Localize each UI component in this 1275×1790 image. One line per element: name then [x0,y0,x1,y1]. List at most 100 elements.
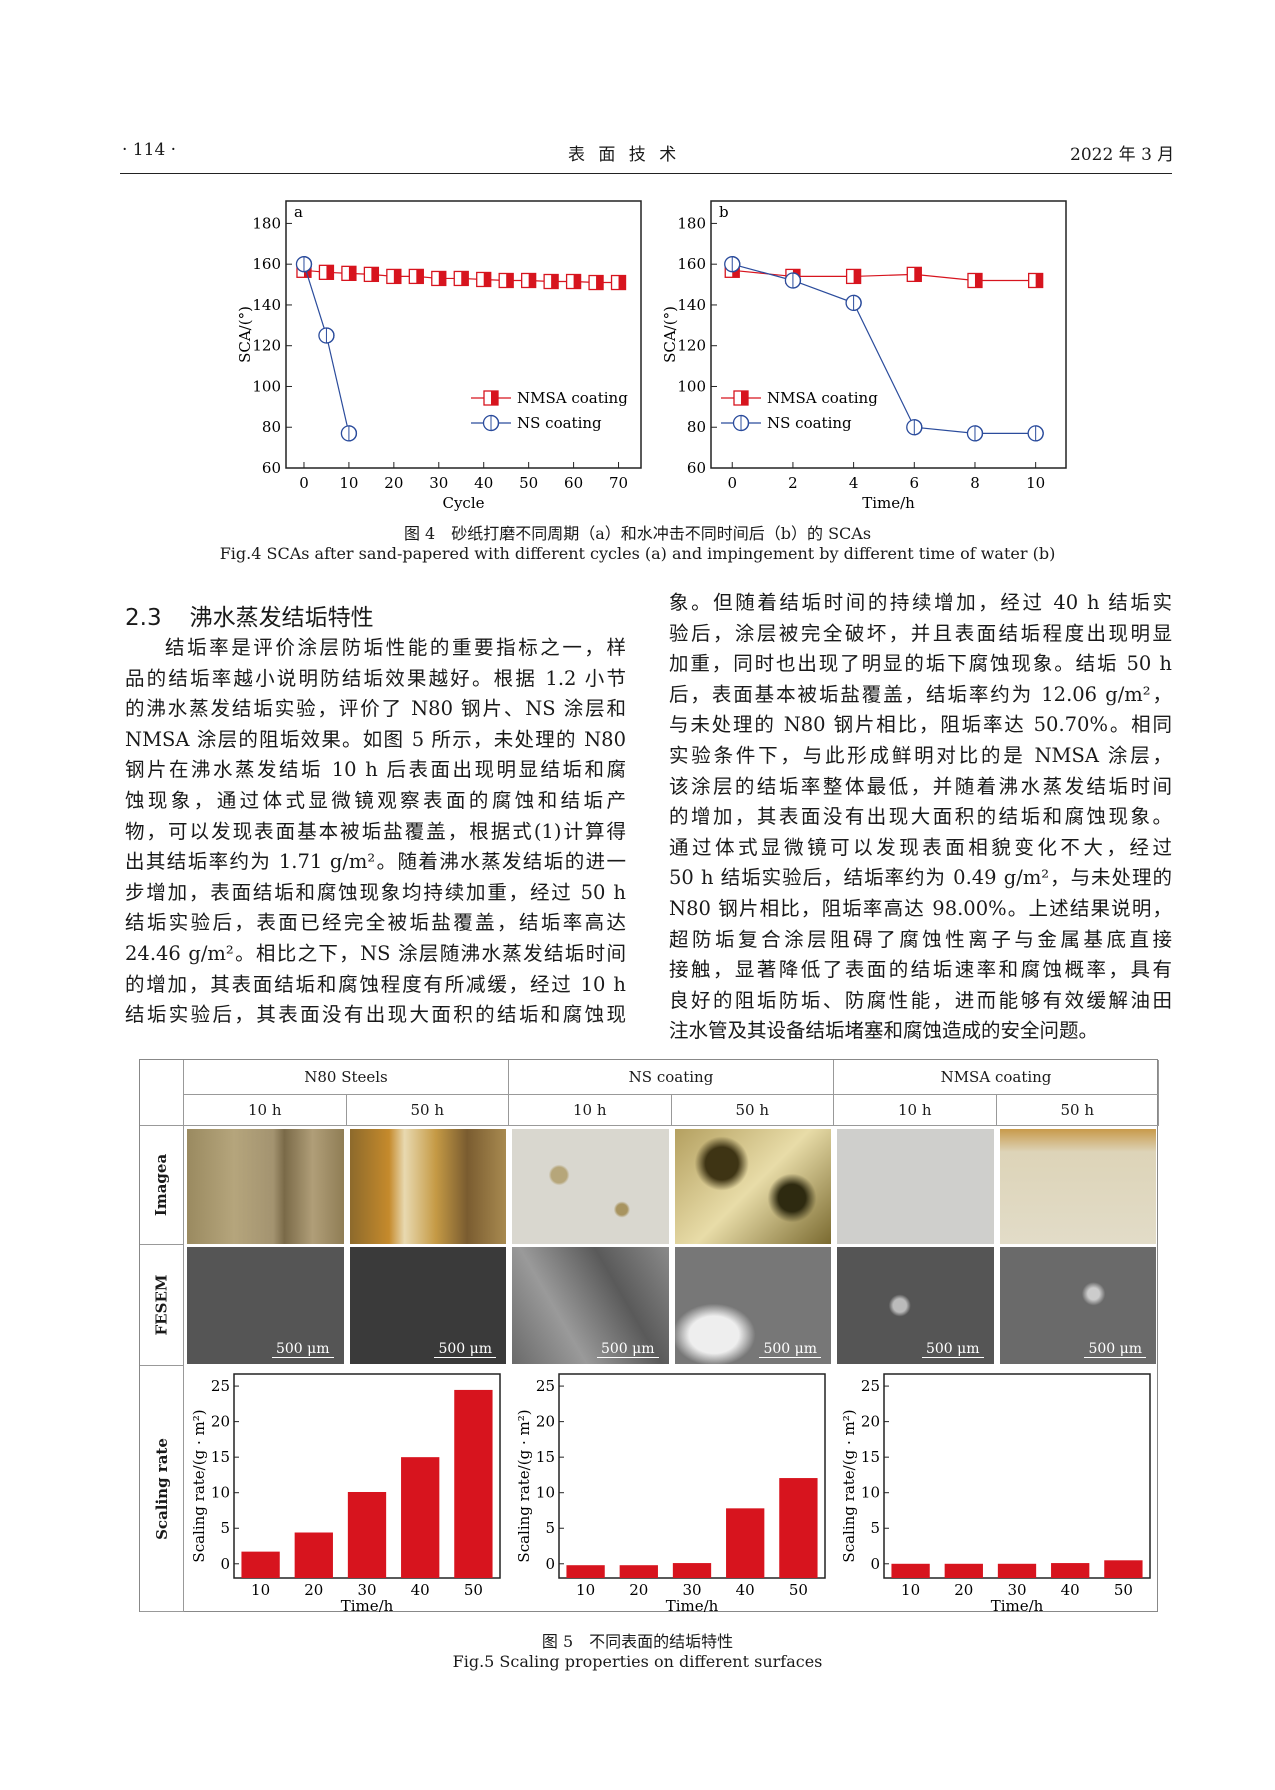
x-tick-label: 20 [384,474,403,492]
section-title: 沸水蒸发结垢特性 [189,605,374,631]
y-tick-label: 160 [252,255,281,273]
scale-bar: 500 μm [596,1341,659,1358]
legend-marker-fill [741,391,748,405]
x-tick-label: 30 [682,1581,701,1599]
x-tick-label: 6 [910,474,920,492]
text-line: 后，表面基本被垢盐覆盖，结垢率约为 12.06 g/m²， [669,682,1172,706]
x-tick-label: 0 [299,474,309,492]
data-point-fill [506,273,514,288]
y-tick-label: 120 [252,337,281,355]
bar [294,1532,333,1578]
scaling-rate-chart: 0 5 10 15 20 25 10 20 30 40 50 Time/h Scaling rate/(… [515,1373,826,1612]
sample-photo [512,1129,669,1244]
sample-photo [837,1129,994,1244]
figure4-caption-cn: 图 4 砂纸打磨不同周期（a）和水冲击不同时间后（b）的 SCAs [403,524,872,543]
bar [566,1565,605,1578]
x-tick-label: 50 [519,474,538,492]
text-line: 的增加，其表面没有出现大面积的结垢和腐蚀现象。 [669,805,1172,829]
x-tick-label: 60 [564,474,583,492]
series-line [732,263,1036,434]
x-tick-label: 8 [970,474,980,492]
data-point-fill [596,275,604,290]
text-line: 与未处理的 N80 钢片相比，阻垢率达 50.70%。相同 [669,713,1172,737]
text-line: 结垢率是评价涂层防垢性能的重要指标之一，样 [165,636,626,659]
group-header-2: NMSA coating [834,1060,1159,1095]
legend-label: NMSA coating [517,389,628,407]
data-point-fill [416,269,424,284]
x-tick-label: 30 [357,1581,376,1599]
legend-label: NS coating [517,414,602,432]
fesem-image: 500 μm [837,1247,994,1364]
legend-marker-fill [491,391,498,405]
text-line: 注水管及其设备结垢堵塞和腐蚀造成的安全问题。 [669,1019,1099,1043]
section-heading: 2.3 沸水蒸发结垢特性 [125,598,374,632]
text-line: 蚀现象，通过体式显微镜观察表面的腐蚀和结垢产 [125,788,626,812]
bar [779,1478,818,1578]
y-tick-label: 100 [252,377,281,395]
data-point-half [974,425,984,442]
data-point-half [732,256,741,273]
data-point-fill [618,275,626,290]
data-point-half [1035,425,1044,442]
figure5-caption-cn: 图 5 不同表面的结垢特性 [541,1632,734,1651]
x-axis-label: Time/h [341,1597,394,1612]
x-tick-label: 10 [576,1581,595,1599]
bar [891,1563,930,1578]
y-axis-label: Scaling rate/(g · m²) [190,1409,208,1562]
y-tick-label: 140 [677,296,706,314]
row-label-cell: Scaling rate [140,1366,184,1612]
y-tick-label: 20 [861,1413,880,1431]
plot-frame [285,200,642,469]
row-label: FESEM [152,1274,171,1336]
x-tick-label: 2 [788,474,798,492]
x-tick-label: 0 [727,474,737,492]
scale-bar: 500 μm [759,1341,821,1358]
y-tick-label: 60 [262,459,281,477]
row-label-cell: Imagea [140,1126,184,1245]
time-header-text: 10 h [572,1101,607,1119]
data-point-half [348,425,357,442]
row-label: Scaling rate [152,1437,171,1540]
section-number: 2.3 [125,605,162,631]
legend-marker-half [740,414,750,432]
journal-title: 表 面 技 术 [568,145,681,165]
legend-marker-half [490,414,500,432]
y-tick-label: 15 [211,1448,230,1466]
x-tick-label: 40 [1061,1581,1080,1599]
text-line: 50 h 结垢实验后，结垢率约为 0.49 g/m²，与未处理的 [669,866,1172,890]
y-tick-label: 180 [252,214,281,232]
y-tick-label: 5 [545,1519,555,1537]
text-line: 结垢实验后，其表面没有出现大面积的结垢和腐蚀现 [125,1003,626,1027]
y-tick-label: 160 [677,255,706,273]
x-tick-label: 10 [901,1581,920,1599]
text-line: 加重，同时也出现了明显的垢下腐蚀现象。结垢 50 h [669,652,1172,676]
fesem-image: 500 μm [674,1247,831,1364]
y-tick-label: 5 [220,1519,230,1537]
y-tick-label: 10 [861,1484,880,1502]
y-tick-label: 25 [861,1377,880,1395]
x-tick-label: 50 [789,1581,808,1599]
y-tick-label: 0 [220,1555,230,1573]
fesem-image: 500 μm [187,1247,344,1364]
y-tick-label: 25 [211,1377,230,1395]
y-tick-label: 80 [687,418,706,436]
x-tick-label: 20 [629,1581,648,1599]
bar [1051,1563,1090,1578]
data-point-fill [371,267,379,282]
x-tick-label: 30 [429,474,448,492]
figure5-table: N80 Steels 10 h 500 μm 50 h 500 μm 0 5 10 15 20 25… [139,1059,1159,1612]
time-header-text: 50 h [410,1101,444,1119]
scaling-rate-chart: 0 5 10 15 20 25 10 20 30 40 50 Time/h Scaling rate/(… [190,1373,501,1612]
y-axis-label: SCA/(°) [661,306,679,363]
text-line: 象。但随着结垢时间的持续增加，经过 40 h 结垢实 [669,591,1172,614]
scale-bar: 500 μm [271,1341,334,1358]
body-right-column: 象。但随着结垢时间的持续增加，经过 40 h 结垢实 验后，涂层被完全破坏，并且表… [669,588,1172,1047]
sample-photo [349,1129,506,1244]
x-tick-label: 70 [609,474,628,492]
x-axis-label: Cycle [442,494,484,512]
scale-bar: 500 μm [1084,1341,1146,1358]
fesem-image: 500 μm [512,1247,669,1364]
data-point-fill [914,267,922,282]
data-point-fill [326,265,334,280]
text-line: N80 钢片相比，阻垢率高达 98.00%。上述结果说明， [669,896,1172,920]
